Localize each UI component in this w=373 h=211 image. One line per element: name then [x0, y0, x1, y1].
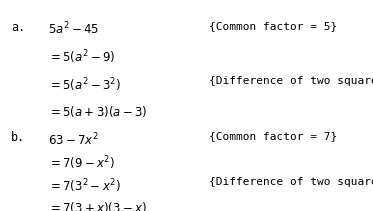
Text: $= 7(3+x)(3-x)$: $= 7(3+x)(3-x)$	[48, 200, 147, 211]
Text: $= 5(a+3)(a-3)$: $= 5(a+3)(a-3)$	[48, 104, 148, 119]
Text: $63-7x^2$: $63-7x^2$	[48, 131, 99, 148]
Text: $= 7(3^2-x^2)$: $= 7(3^2-x^2)$	[48, 177, 121, 195]
Text: a.: a.	[11, 21, 25, 34]
Text: $5a^2-45$: $5a^2-45$	[48, 21, 100, 38]
Text: {Difference of two squares}: {Difference of two squares}	[209, 76, 373, 86]
Text: $= 5(a^2-9)$: $= 5(a^2-9)$	[48, 49, 116, 66]
Text: {Common factor = 5}: {Common factor = 5}	[209, 21, 337, 31]
Text: {Common factor = 7}: {Common factor = 7}	[209, 131, 337, 141]
Text: b.: b.	[11, 131, 25, 145]
Text: $= 7(9-x^2)$: $= 7(9-x^2)$	[48, 154, 116, 172]
Text: {Difference of two squares}: {Difference of two squares}	[209, 177, 373, 187]
Text: $= 5(a^2-3^2)$: $= 5(a^2-3^2)$	[48, 76, 122, 94]
